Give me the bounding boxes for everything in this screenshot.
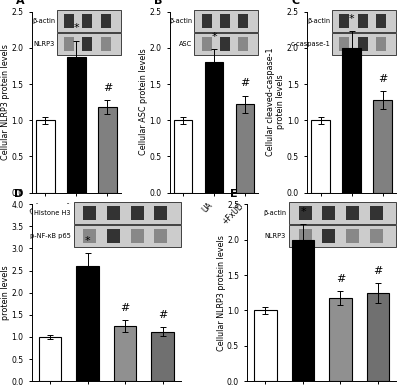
Text: *: *	[300, 207, 306, 217]
Text: A: A	[16, 0, 25, 6]
Text: β-actin: β-actin	[170, 18, 193, 24]
Bar	[64, 14, 74, 28]
Bar	[370, 206, 383, 220]
Y-axis label: Cellular cleaved-caspase-1
protein levels: Cellular cleaved-caspase-1 protein level…	[266, 48, 285, 156]
Bar	[202, 14, 212, 28]
Text: #: #	[336, 273, 345, 284]
Bar	[131, 229, 144, 243]
Text: #: #	[103, 83, 112, 93]
Bar	[39, 337, 61, 381]
Bar	[236, 104, 254, 193]
Bar	[107, 229, 120, 243]
Text: #: #	[120, 303, 130, 313]
Bar	[332, 33, 396, 55]
Bar	[376, 37, 386, 51]
Text: C: C	[291, 0, 299, 6]
Text: D: D	[14, 189, 24, 199]
Bar	[339, 37, 350, 51]
Text: E: E	[230, 189, 237, 199]
Y-axis label: Cellular NLRP3 protein levels: Cellular NLRP3 protein levels	[216, 235, 226, 350]
Bar	[370, 229, 383, 243]
Text: ASC: ASC	[180, 41, 193, 47]
Bar	[311, 120, 330, 193]
Bar	[74, 202, 180, 224]
Y-axis label: Nuclear p-NF-κB p65
protein levels: Nuclear p-NF-κB p65 protein levels	[0, 251, 10, 334]
Bar	[83, 206, 96, 220]
Bar	[346, 206, 359, 220]
Bar	[98, 107, 117, 193]
Bar	[346, 229, 359, 243]
Text: *: *	[211, 32, 217, 42]
Bar	[289, 226, 396, 247]
Bar	[339, 14, 350, 28]
Bar	[74, 226, 180, 247]
Text: NLRP3: NLRP3	[34, 41, 55, 47]
Bar	[57, 33, 121, 55]
Bar	[373, 100, 392, 193]
Bar	[114, 326, 136, 381]
Bar	[254, 310, 277, 381]
Y-axis label: Cellular NLRP3 protein levels: Cellular NLRP3 protein levels	[1, 44, 10, 160]
Bar	[67, 56, 86, 193]
Bar	[367, 293, 389, 381]
Bar	[174, 120, 192, 193]
Bar	[194, 33, 258, 55]
Bar	[36, 120, 55, 193]
Text: β-actin: β-actin	[263, 210, 286, 216]
Text: *: *	[74, 23, 79, 33]
Bar	[57, 10, 121, 32]
Text: #: #	[378, 74, 387, 84]
Bar	[205, 62, 223, 193]
Text: *: *	[85, 236, 90, 246]
Bar	[131, 206, 144, 220]
Text: #: #	[240, 78, 250, 88]
Bar	[107, 206, 120, 220]
Bar	[154, 206, 168, 220]
Bar	[64, 37, 74, 51]
Text: B: B	[154, 0, 162, 6]
Bar	[332, 10, 396, 32]
Text: *: *	[349, 14, 354, 24]
Text: β-actin: β-actin	[307, 18, 330, 24]
Bar	[238, 37, 248, 51]
Bar	[298, 206, 312, 220]
Bar	[76, 266, 99, 381]
Bar	[376, 14, 386, 28]
Bar	[289, 202, 396, 224]
Bar	[322, 206, 335, 220]
Bar	[238, 14, 248, 28]
Bar	[83, 229, 96, 243]
Bar	[220, 14, 230, 28]
Text: Histone H3: Histone H3	[34, 210, 71, 216]
Bar	[101, 37, 111, 51]
Y-axis label: Cellular ASC protein levels: Cellular ASC protein levels	[139, 49, 148, 156]
Text: p-NF-κB p65: p-NF-κB p65	[30, 233, 71, 239]
Bar	[101, 14, 111, 28]
Bar	[358, 14, 368, 28]
Bar	[194, 10, 258, 32]
Bar	[154, 229, 168, 243]
Text: #: #	[158, 310, 167, 320]
Text: NLRP3: NLRP3	[265, 233, 286, 239]
Bar	[202, 37, 212, 51]
Bar	[82, 37, 92, 51]
Bar	[298, 229, 312, 243]
Bar	[358, 37, 368, 51]
Bar	[292, 240, 314, 381]
Bar	[151, 332, 174, 381]
Bar	[82, 14, 92, 28]
Text: #: #	[373, 266, 383, 276]
Bar	[342, 48, 361, 193]
Text: β-actin: β-actin	[32, 18, 55, 24]
Text: c-caspase-1: c-caspase-1	[290, 41, 330, 47]
Bar	[220, 37, 230, 51]
Bar	[322, 229, 335, 243]
Bar	[329, 298, 352, 381]
